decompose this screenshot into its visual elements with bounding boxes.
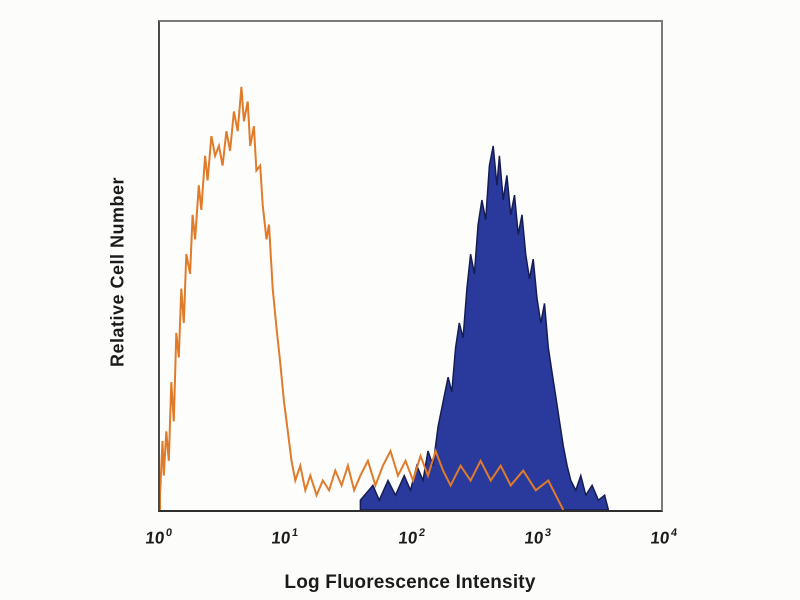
histogram-canvas bbox=[160, 86, 610, 510]
x-tick-label-3: 103 bbox=[523, 527, 552, 548]
x-axis-title: Log Fluorescence Intensity bbox=[284, 572, 536, 593]
y-axis-title: Relative Cell Number bbox=[107, 176, 128, 368]
orange-open-histogram bbox=[160, 86, 565, 510]
x-tick-label-1: 101 bbox=[270, 527, 299, 548]
x-tick-label-2: 102 bbox=[396, 527, 426, 548]
plot-area bbox=[158, 20, 663, 512]
x-tick-label-4: 104 bbox=[649, 527, 678, 548]
blue-filled-histogram bbox=[359, 145, 610, 510]
x-tick-label-0: 100 bbox=[144, 527, 173, 548]
